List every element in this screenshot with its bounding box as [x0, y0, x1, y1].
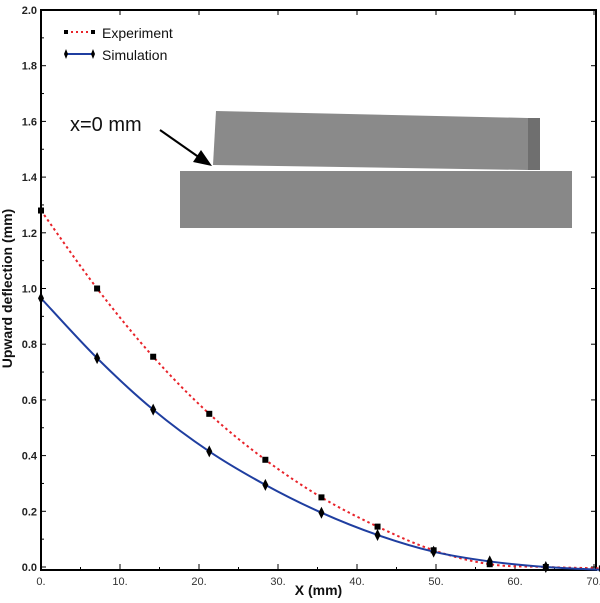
y-tick-label: 2.0 [22, 5, 37, 17]
y-tick-label: 1.8 [22, 61, 37, 73]
data-point-simulation [94, 352, 101, 365]
data-point-simulation [542, 561, 549, 573]
series-line-experiment [40, 209, 600, 570]
x-tick-label: 30. [270, 576, 285, 588]
series-group [38, 207, 600, 573]
data-point-simulation [374, 528, 381, 541]
y-tick-label: 0.4 [22, 451, 38, 463]
data-point-experiment [38, 207, 44, 214]
data-point-simulation [262, 478, 269, 491]
data-point-experiment [318, 494, 325, 501]
x-tick-label: 0. [36, 576, 45, 588]
y-tick-label: 0.2 [22, 506, 37, 518]
y-tick-label: 1.2 [22, 228, 37, 240]
legend-label-simulation: Simulation [102, 47, 167, 63]
data-point-experiment [206, 410, 213, 417]
x-tick-label: 70. [586, 576, 600, 588]
data-point-simulation [150, 403, 157, 416]
axes: 0. 10. 20. 30. 40. 50. 60. 70. 0.0 0.2 0.4 0.6 0.8 1.… [0, 5, 600, 598]
data-point-simulation [318, 506, 325, 519]
y-tick-label: 0.0 [22, 562, 37, 574]
y-tick-label: 1.4 [22, 172, 38, 184]
data-point-experiment [598, 565, 600, 572]
y-tick-label: 1.0 [22, 284, 37, 296]
inset-structure-image [180, 111, 572, 228]
legend: Experiment Simulation [64, 25, 173, 63]
data-point-experiment [262, 456, 269, 463]
data-point-experiment [94, 285, 101, 292]
legend-marker-simulation [64, 49, 68, 59]
y-axis-label: Upward deflection (mm) [0, 209, 15, 368]
x-axis-label: X (mm) [295, 582, 342, 598]
plot-frame [40, 9, 597, 571]
data-point-simulation [38, 292, 44, 305]
data-point-experiment [374, 523, 381, 530]
x-tick-label: 20. [191, 576, 206, 588]
x-tick-label: 10. [112, 576, 127, 588]
data-point-simulation [486, 555, 493, 568]
annotation-label: x=0 mm [70, 114, 142, 136]
data-point-experiment [150, 353, 157, 360]
x-tick-label: 50. [428, 576, 443, 588]
y-tick-label: 0.6 [22, 395, 37, 407]
legend-label-experiment: Experiment [102, 25, 173, 41]
y-tick-label: 1.6 [22, 116, 37, 128]
data-point-simulation [430, 545, 437, 558]
x-tick-label: 40. [349, 576, 364, 588]
series-line-simulation [40, 297, 600, 571]
data-point-simulation [206, 445, 213, 458]
y-tick-label: 0.8 [22, 339, 37, 351]
legend-marker-experiment [64, 30, 68, 34]
annotation: x=0 mm [70, 114, 212, 166]
x-tick-label: 60. [507, 576, 522, 588]
